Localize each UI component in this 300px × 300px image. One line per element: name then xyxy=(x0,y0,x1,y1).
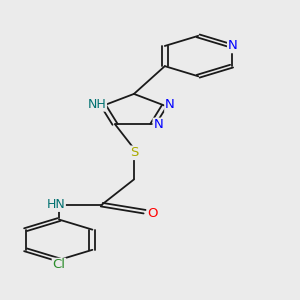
Text: S: S xyxy=(130,146,138,159)
Text: N: N xyxy=(153,118,163,131)
Text: Cl: Cl xyxy=(52,259,65,272)
Text: NH: NH xyxy=(88,98,106,111)
Text: HN: HN xyxy=(46,198,65,211)
Text: N: N xyxy=(228,40,238,52)
Text: N: N xyxy=(165,98,175,112)
Text: O: O xyxy=(147,207,158,220)
